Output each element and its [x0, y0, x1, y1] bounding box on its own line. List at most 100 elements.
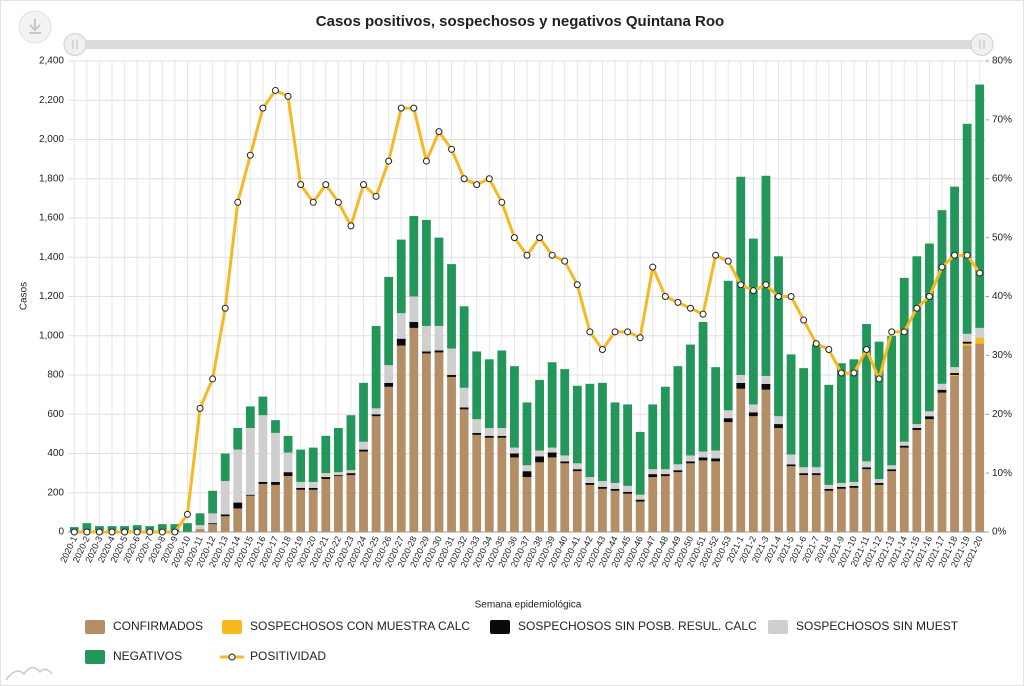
- bar-segment: [660, 474, 670, 477]
- bar-segment: [648, 477, 658, 532]
- bar-segment: [811, 467, 821, 474]
- bar-segment: [799, 467, 809, 474]
- y-tick-label: 1,200: [39, 291, 64, 302]
- y-tick-label: 2,400: [39, 56, 64, 67]
- bar-segment: [170, 524, 180, 532]
- positivity-point: [271, 86, 279, 94]
- bar-segment: [824, 490, 834, 532]
- positivity-point: [523, 251, 531, 259]
- bar-segment: [333, 427, 343, 473]
- bar-segment: [195, 513, 205, 526]
- bar-segment: [862, 469, 871, 532]
- bar-segment: [296, 481, 306, 488]
- bar-segment: [811, 344, 821, 468]
- positivity-point: [448, 145, 456, 153]
- positivity-point: [749, 287, 757, 295]
- range-slider[interactable]: [63, 33, 994, 56]
- bar-segment: [899, 445, 909, 448]
- bar-segment: [648, 404, 658, 470]
- bar-segment: [371, 408, 381, 415]
- positivity-point: [183, 510, 191, 518]
- bar-segment: [723, 422, 733, 532]
- bar-segment: [610, 488, 620, 491]
- positivity-point: [146, 528, 154, 536]
- bar-segment: [308, 489, 318, 532]
- bar-segment: [384, 276, 394, 366]
- positivity-point: [422, 157, 430, 165]
- bar-segment: [912, 256, 922, 425]
- positivity-point: [661, 293, 669, 300]
- bar-segment: [975, 327, 985, 338]
- positivity-point: [724, 257, 732, 265]
- bar-segment: [849, 487, 859, 532]
- bar-segment: [585, 482, 595, 485]
- bar-segment: [308, 487, 318, 490]
- y2-tick-label: 80%: [992, 56, 1012, 67]
- bar-segment: [887, 335, 897, 466]
- bar-segment: [359, 441, 368, 450]
- legend-swatch: [85, 650, 105, 664]
- bar-segment: [686, 455, 695, 462]
- bar-segment: [472, 351, 482, 420]
- bar-segment: [271, 481, 280, 485]
- y2-tick-label: 60%: [992, 173, 1012, 184]
- positivity-point: [888, 328, 896, 336]
- y2-tick-label: 0%: [992, 527, 1007, 538]
- y-tick-label: 2,000: [39, 134, 64, 145]
- bar-segment: [648, 469, 658, 475]
- y-tick-label: 1,400: [39, 252, 64, 263]
- bar-segment: [862, 467, 871, 470]
- chart-title: Casos positivos, sospechosos y negativos…: [316, 13, 724, 30]
- download-button[interactable]: [18, 10, 52, 44]
- bar-segment: [560, 455, 570, 462]
- bar-segment: [786, 464, 796, 467]
- bar-segment: [950, 375, 959, 532]
- bar-segment: [497, 435, 507, 438]
- bar-segment: [510, 447, 519, 454]
- bar-segment: [748, 404, 758, 413]
- positivity-point: [636, 334, 644, 342]
- positivity-point: [913, 304, 921, 312]
- bar-segment: [711, 367, 721, 451]
- bar-segment: [384, 386, 394, 532]
- bar-segment: [547, 362, 557, 448]
- bar-segment: [635, 494, 645, 500]
- positivity-point: [297, 181, 305, 189]
- y-tick-label: 400: [47, 448, 64, 459]
- positivity-point: [787, 293, 795, 300]
- positivity-point: [95, 528, 103, 536]
- bar-segment: [950, 186, 959, 368]
- legend-label: SOSPECHOSOS CON MUESTRA CALC: [250, 619, 470, 633]
- bar-segment: [598, 488, 607, 532]
- bar-segment: [874, 341, 884, 480]
- positivity-point: [171, 528, 179, 536]
- bar-segment: [774, 416, 783, 425]
- positivity-point: [938, 263, 946, 271]
- bar-segment: [333, 476, 343, 532]
- bar-segment: [560, 461, 570, 464]
- bar-segment: [874, 482, 884, 485]
- bar-segment: [283, 472, 293, 477]
- bar-segment: [623, 485, 633, 492]
- legend-marker: [228, 653, 236, 661]
- bar-segment: [522, 471, 532, 478]
- positivity-point: [737, 281, 745, 289]
- bar-segment: [484, 437, 494, 532]
- y-tick-label: 2,200: [39, 95, 64, 106]
- positivity-point: [963, 251, 971, 259]
- bar-segment: [522, 477, 532, 532]
- bar-segment: [321, 479, 331, 532]
- bar-segment: [447, 376, 456, 532]
- bar-segment: [887, 465, 897, 470]
- legend-item: SOSPECHOSOS CON MUESTRA CALC: [222, 619, 470, 634]
- bar-segment: [698, 322, 708, 452]
- y2-tick-label: 50%: [992, 232, 1012, 243]
- bar-segment: [396, 313, 406, 339]
- bar-segment: [572, 385, 582, 464]
- positivity-point: [246, 151, 254, 159]
- bar-segment: [572, 469, 582, 472]
- positivity-point: [347, 222, 355, 230]
- positivity-point: [259, 104, 267, 112]
- positivity-point: [334, 198, 342, 206]
- y-axis-title: Casos: [19, 282, 30, 310]
